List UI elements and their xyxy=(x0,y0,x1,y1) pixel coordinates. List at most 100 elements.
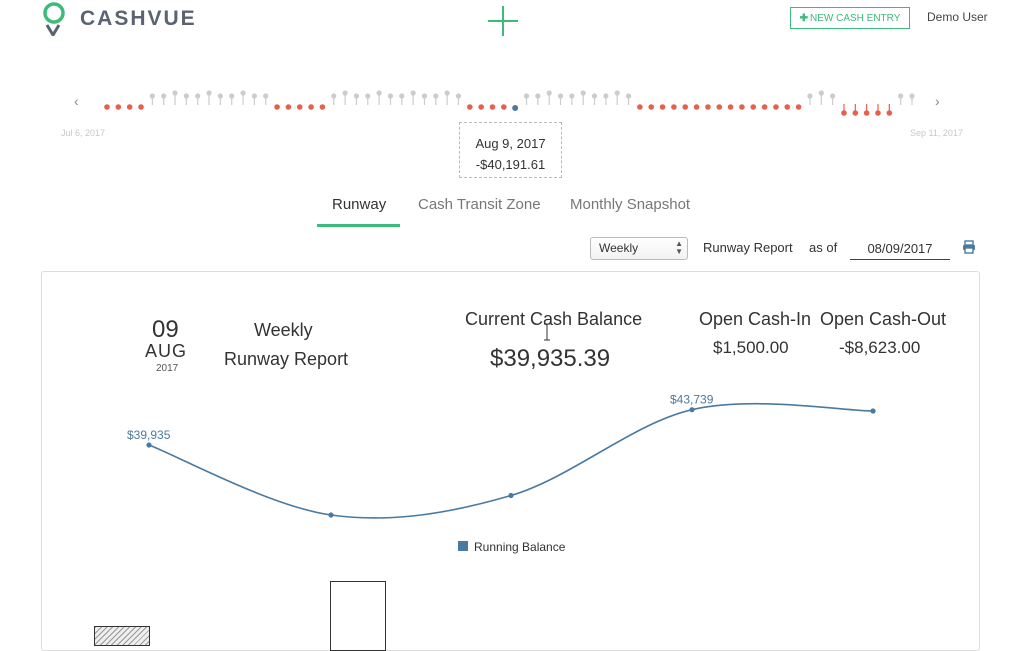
timeline-marker-negative[interactable] xyxy=(716,104,723,110)
timeline-marker-negative[interactable] xyxy=(671,104,677,110)
tab-monthly-snapshot[interactable]: Monthly Snapshot xyxy=(570,196,691,213)
timeline-marker-negative[interactable] xyxy=(467,104,473,110)
timeline-marker-negative[interactable] xyxy=(773,104,779,110)
timeline-marker-neutral[interactable] xyxy=(195,93,201,105)
balance-point[interactable] xyxy=(689,407,695,413)
timeline-marker-negative[interactable] xyxy=(875,104,881,116)
balance-point[interactable] xyxy=(508,492,514,499)
cash-timeline[interactable] xyxy=(0,80,1024,140)
timeline-marker-neutral[interactable] xyxy=(625,93,632,105)
timeline-marker-neutral[interactable] xyxy=(546,90,552,105)
timeline-marker-neutral[interactable] xyxy=(342,90,348,105)
current-cash-balance-value: $39,935.39 xyxy=(490,345,611,372)
timeline-marker-neutral[interactable] xyxy=(251,93,257,105)
timeline-marker-negative[interactable] xyxy=(863,104,870,116)
timeline-marker-neutral[interactable] xyxy=(603,93,609,105)
timeline-marker-negative[interactable] xyxy=(138,104,144,110)
timeline-marker-neutral[interactable] xyxy=(909,93,915,105)
timeline-marker-negative[interactable] xyxy=(659,104,666,110)
timeline-marker-negative[interactable] xyxy=(308,104,314,110)
timeline-marker-neutral[interactable] xyxy=(172,90,178,105)
timeline-marker-negative[interactable] xyxy=(784,104,791,110)
timeline-marker-neutral[interactable] xyxy=(387,93,394,105)
timeline-marker-negative[interactable] xyxy=(739,104,745,110)
tab-cash-transit-zone[interactable]: Cash Transit Zone xyxy=(418,196,541,213)
new-cash-entry-button[interactable]: ✚ NEW CASH ENTRY xyxy=(790,7,910,29)
timeline-marker-neutral[interactable] xyxy=(353,93,360,105)
timeline-marker-negative[interactable] xyxy=(727,104,734,110)
timeline-marker-negative[interactable] xyxy=(682,104,689,110)
timeline-marker-neutral[interactable] xyxy=(331,93,337,105)
timeline-end-date: Sep 11, 2017 xyxy=(910,128,963,138)
timeline-marker-neutral[interactable] xyxy=(399,93,405,105)
timeline-marker-negative[interactable] xyxy=(274,104,280,110)
timeline-marker-selected[interactable] xyxy=(512,105,519,111)
timeline-marker-neutral[interactable] xyxy=(523,93,530,105)
timeline-marker-neutral[interactable] xyxy=(161,93,167,105)
timeline-marker-neutral[interactable] xyxy=(830,93,836,105)
timeline-marker-neutral[interactable] xyxy=(183,93,189,105)
user-menu[interactable]: Demo User xyxy=(927,10,988,24)
new-cash-entry-label: NEW CASH ENTRY xyxy=(810,12,901,24)
timeline-marker-neutral[interactable] xyxy=(240,90,246,105)
open-cash-out-label: Open Cash-Out xyxy=(820,309,947,329)
timeline-marker-neutral[interactable] xyxy=(898,93,904,105)
report-month: AUG xyxy=(145,341,188,361)
timeline-marker-negative[interactable] xyxy=(478,104,484,110)
timeline-marker-neutral[interactable] xyxy=(433,93,439,105)
timeline-marker-neutral[interactable] xyxy=(365,93,371,105)
timeline-marker-neutral[interactable] xyxy=(535,93,541,105)
balance-point[interactable] xyxy=(328,512,334,518)
timeline-marker-neutral[interactable] xyxy=(376,90,382,105)
timeline-marker-neutral[interactable] xyxy=(569,93,575,105)
tab-runway[interactable]: Runway xyxy=(332,196,387,213)
timeline-marker-neutral[interactable] xyxy=(807,93,813,105)
timeline-marker-negative[interactable] xyxy=(285,104,292,110)
timeline-marker-neutral[interactable] xyxy=(229,93,235,105)
as-of-date-input[interactable] xyxy=(850,237,950,260)
timeline-marker-negative[interactable] xyxy=(852,104,859,116)
timeline-marker-neutral[interactable] xyxy=(614,90,620,105)
timeline-marker-negative[interactable] xyxy=(841,104,847,116)
timeline-marker-negative[interactable] xyxy=(750,104,757,110)
timeline-marker-negative[interactable] xyxy=(319,104,326,110)
timeline-marker-neutral[interactable] xyxy=(206,90,212,105)
timeline-marker-neutral[interactable] xyxy=(410,90,416,105)
print-icon[interactable] xyxy=(962,240,976,254)
timeline-marker-neutral[interactable] xyxy=(421,93,428,105)
timeline-marker-negative[interactable] xyxy=(761,104,768,110)
timeline-marker-negative[interactable] xyxy=(126,104,133,110)
timeline-marker-neutral[interactable] xyxy=(580,90,586,105)
timeline-marker-negative[interactable] xyxy=(795,104,802,110)
running-balance-chart: $39,935 $43,739 xyxy=(127,393,876,519)
timeline-marker-negative[interactable] xyxy=(705,104,711,110)
timeline-marker-negative[interactable] xyxy=(886,104,893,116)
timeline-marker-neutral[interactable] xyxy=(557,93,564,105)
timeline-marker-neutral[interactable] xyxy=(591,93,598,105)
timeline-marker-negative[interactable] xyxy=(637,104,643,110)
timeline-marker-negative[interactable] xyxy=(489,104,496,110)
timeline-prev-arrow-icon[interactable]: ‹ xyxy=(74,93,79,109)
cash-bar xyxy=(330,581,386,651)
report-title-line1: Weekly xyxy=(254,320,313,340)
add-cross-icon[interactable] xyxy=(486,4,520,38)
period-select[interactable]: Weekly ▲ ▼ xyxy=(590,237,688,260)
timeline-marker-neutral[interactable] xyxy=(444,90,450,105)
timeline-marker-negative[interactable] xyxy=(501,104,507,110)
open-cash-in-value: $1,500.00 xyxy=(713,338,789,357)
timeline-next-arrow-icon[interactable]: › xyxy=(935,93,940,109)
timeline-marker-negative[interactable] xyxy=(115,104,122,110)
balance-point[interactable] xyxy=(146,442,152,448)
timeline-marker-neutral[interactable] xyxy=(455,93,462,105)
timeline-marker-negative[interactable] xyxy=(693,104,700,110)
timeline-marker-neutral[interactable] xyxy=(217,93,223,105)
timeline-marker-neutral[interactable] xyxy=(149,93,155,105)
report-title-line2: Runway Report xyxy=(224,349,349,369)
legend-swatch xyxy=(458,541,468,551)
timeline-marker-neutral[interactable] xyxy=(263,93,269,105)
timeline-marker-negative[interactable] xyxy=(104,104,110,110)
timeline-marker-neutral[interactable] xyxy=(818,90,824,105)
timeline-marker-negative[interactable] xyxy=(296,104,303,110)
balance-point[interactable] xyxy=(870,408,876,414)
timeline-marker-negative[interactable] xyxy=(648,104,655,110)
